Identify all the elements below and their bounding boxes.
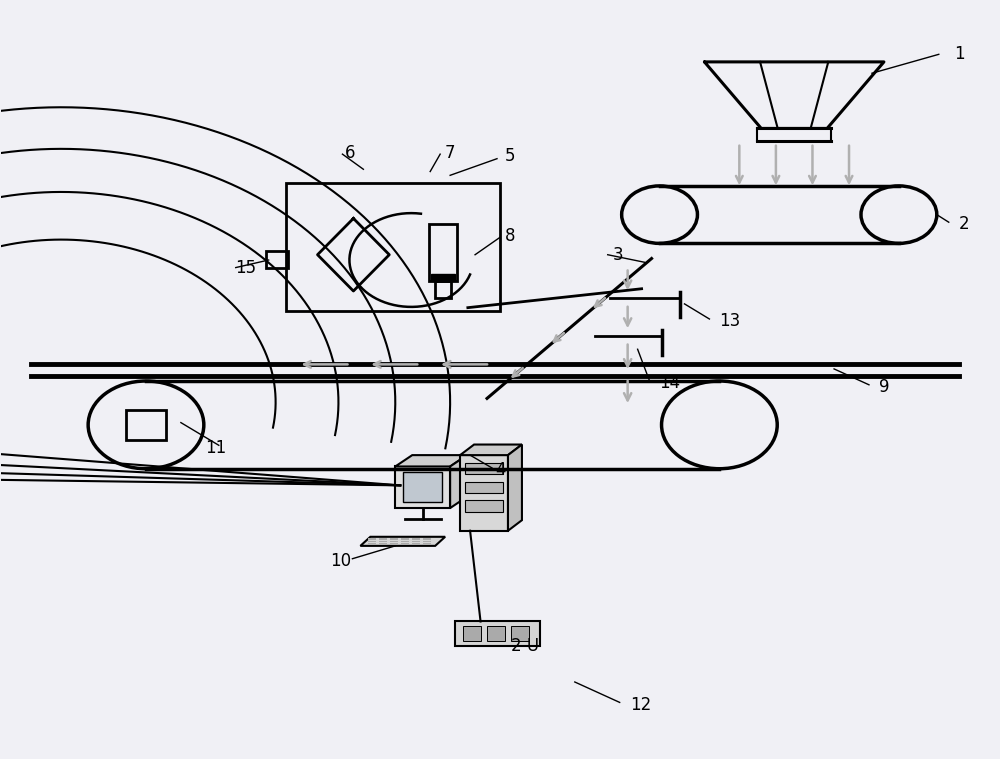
- Bar: [126, 410, 166, 440]
- Bar: [412, 538, 420, 540]
- Text: 5: 5: [505, 147, 515, 165]
- Bar: [487, 626, 505, 641]
- Text: 7: 7: [445, 143, 455, 162]
- Bar: [465, 482, 503, 493]
- Bar: [390, 543, 398, 544]
- Bar: [379, 543, 387, 544]
- Bar: [465, 463, 503, 474]
- Polygon shape: [460, 455, 508, 531]
- Bar: [390, 540, 398, 542]
- Polygon shape: [508, 445, 522, 531]
- Text: 11: 11: [205, 439, 226, 457]
- Bar: [379, 540, 387, 542]
- Text: 10: 10: [330, 552, 351, 570]
- Bar: [412, 540, 420, 542]
- Bar: [390, 538, 398, 540]
- Bar: [463, 626, 481, 641]
- Bar: [401, 543, 409, 544]
- Bar: [431, 275, 455, 279]
- Bar: [429, 225, 457, 281]
- Bar: [423, 540, 431, 542]
- Text: 12: 12: [630, 696, 651, 713]
- Polygon shape: [395, 455, 467, 467]
- Bar: [368, 543, 376, 544]
- Bar: [401, 540, 409, 542]
- Text: 3: 3: [612, 246, 623, 263]
- Bar: [266, 251, 288, 268]
- Polygon shape: [403, 472, 442, 502]
- Bar: [368, 540, 376, 542]
- Bar: [286, 183, 500, 311]
- Text: 4: 4: [495, 461, 505, 479]
- Text: 8: 8: [505, 227, 515, 245]
- Bar: [465, 500, 503, 512]
- Bar: [412, 543, 420, 544]
- Text: 2 U: 2 U: [511, 637, 539, 655]
- Text: 9: 9: [879, 378, 889, 396]
- Bar: [379, 538, 387, 540]
- Text: 6: 6: [345, 143, 356, 162]
- Text: 2: 2: [959, 216, 969, 234]
- Text: 14: 14: [660, 374, 681, 392]
- Bar: [401, 538, 409, 540]
- Bar: [455, 622, 540, 646]
- Text: 1: 1: [954, 46, 964, 63]
- Bar: [423, 543, 431, 544]
- Bar: [368, 538, 376, 540]
- Bar: [511, 626, 529, 641]
- Text: 15: 15: [235, 259, 256, 276]
- Polygon shape: [360, 537, 445, 546]
- Text: 13: 13: [719, 311, 741, 329]
- Polygon shape: [395, 467, 450, 508]
- Bar: [435, 281, 451, 298]
- Bar: [423, 538, 431, 540]
- Polygon shape: [450, 455, 467, 508]
- Polygon shape: [460, 445, 522, 455]
